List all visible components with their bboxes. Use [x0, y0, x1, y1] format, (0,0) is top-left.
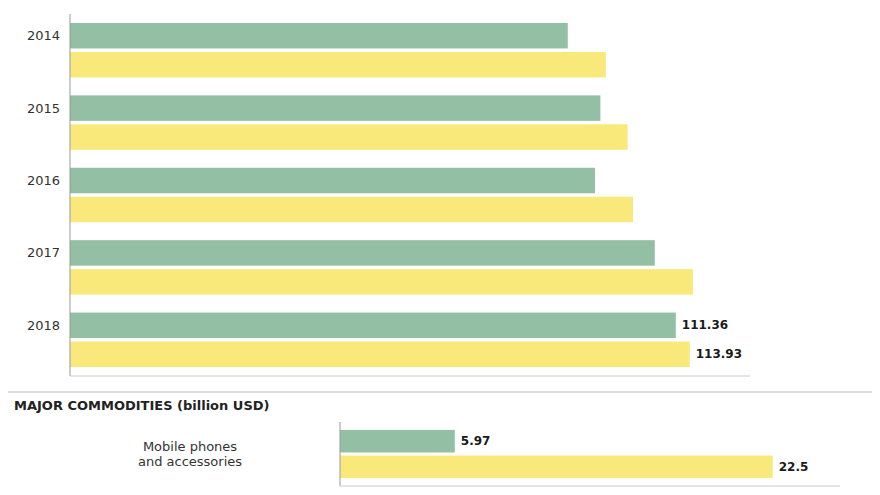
data-label: 22.5 [779, 460, 809, 474]
category-label: Mobile phonesand accessories [138, 439, 242, 469]
bar [70, 269, 693, 294]
bar [340, 456, 773, 479]
labels: 2014 2015 2016 2017 113.93 111.36 2018 [27, 28, 742, 361]
category-label: 2015 [27, 101, 60, 116]
category-label: 2016 [27, 173, 60, 188]
bar [70, 313, 676, 338]
x-axis-line [70, 376, 750, 377]
bar [70, 95, 600, 120]
x-axis-line [340, 486, 840, 487]
y-axis-line [70, 14, 71, 376]
bars [340, 430, 773, 478]
bar [340, 430, 455, 453]
chart-canvas: 2014 2015 2016 2017 113.93 111.36 2018 MAJOR CO… [0, 0, 880, 495]
y-axis-line [340, 422, 341, 486]
chart-1: MAJOR COMMODITIES (billion USD) 22.5 5.97 M… [14, 398, 840, 486]
category-label: 2017 [27, 245, 60, 260]
data-label: 5.97 [461, 434, 491, 448]
bar [70, 124, 628, 149]
bar [70, 197, 633, 222]
bar [70, 240, 655, 265]
bar [70, 168, 595, 193]
data-label: 113.93 [696, 347, 742, 361]
background [0, 0, 880, 495]
bar [70, 342, 690, 367]
category-label: 2018 [27, 318, 60, 333]
labels: 22.5 5.97 Mobile phonesand accessories [138, 434, 808, 474]
section-divider [8, 392, 872, 393]
chart-0: 2014 2015 2016 2017 113.93 111.36 2018 [27, 14, 750, 376]
bar [70, 23, 568, 48]
bar [70, 52, 606, 77]
data-label: 111.36 [682, 318, 728, 332]
category-label: 2014 [27, 28, 60, 43]
bars [70, 23, 693, 367]
chart-title: MAJOR COMMODITIES (billion USD) [14, 398, 269, 413]
